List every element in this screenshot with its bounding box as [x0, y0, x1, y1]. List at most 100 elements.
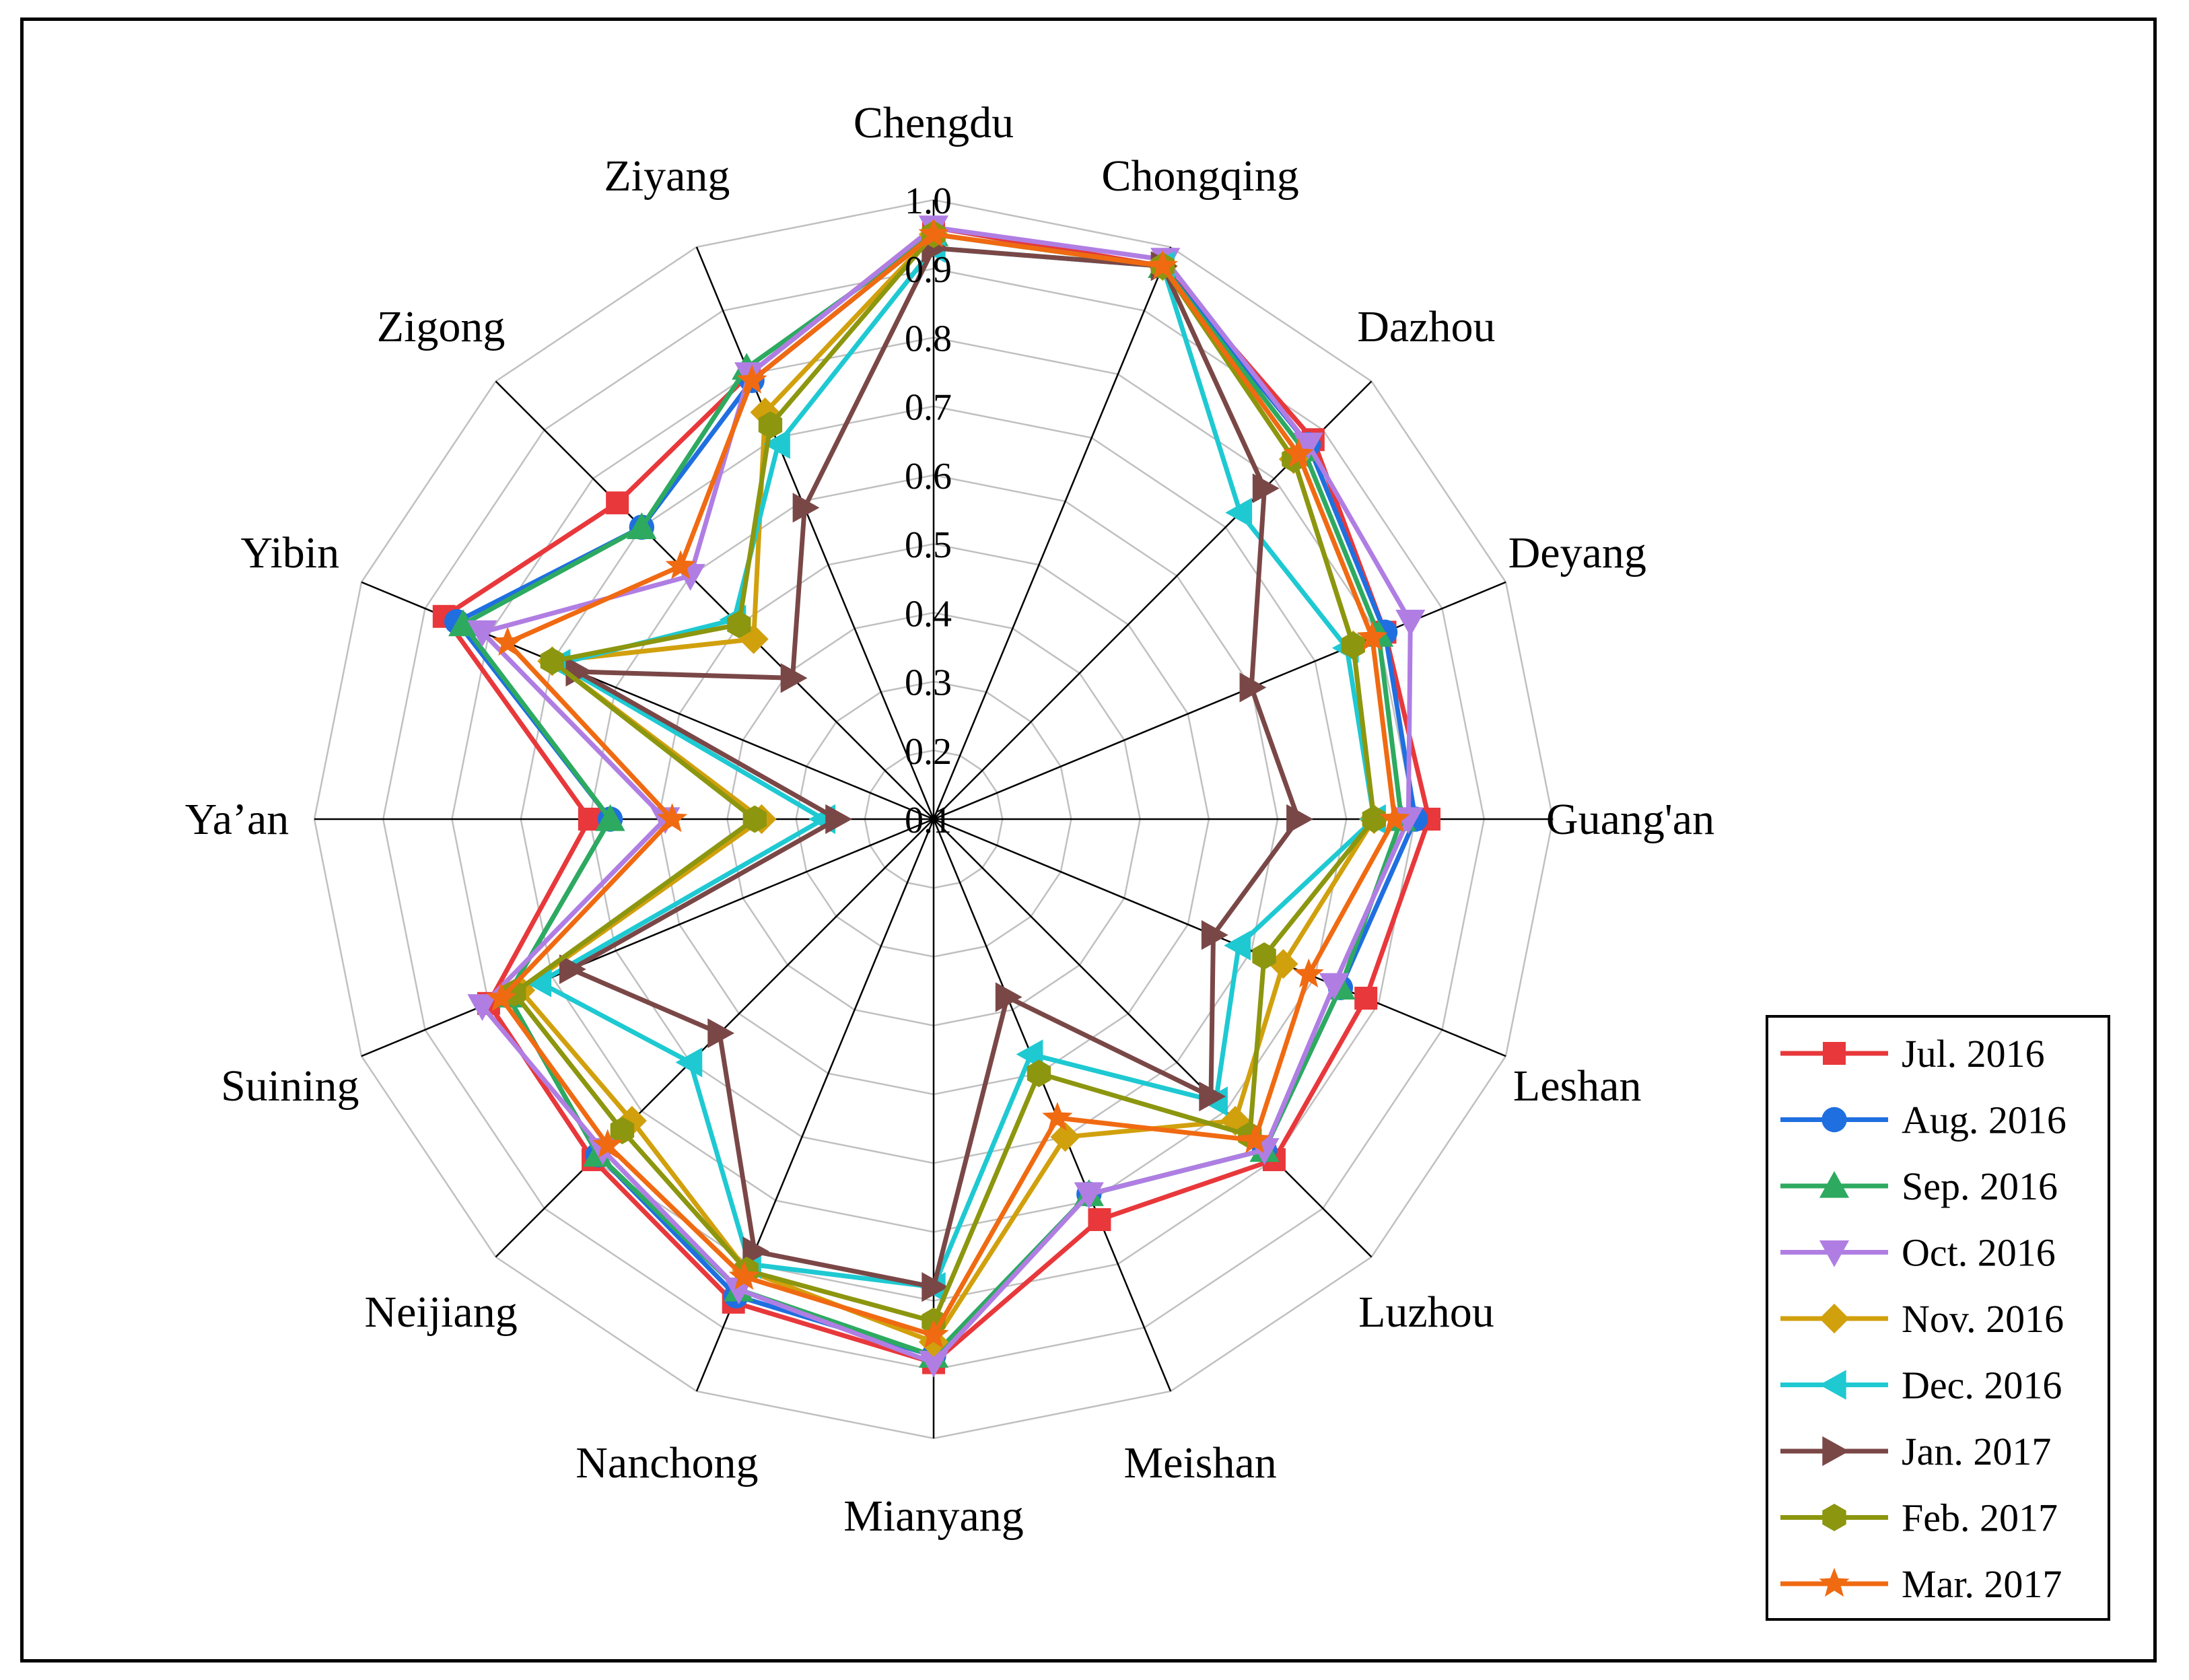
- radar-axes: [314, 200, 1553, 1438]
- legend-marker-nov-2016: [1819, 1303, 1850, 1334]
- legend: Jul. 2016 Aug. 2016 Sep. 2016 Oct. 2016 Nov.…: [1766, 1015, 2110, 1621]
- point-sep-2016-yibin: [448, 609, 479, 637]
- legend-marker-jul-2016: [1823, 1042, 1846, 1065]
- point-oct-2016-dazhou: [1293, 432, 1323, 460]
- axis-spoke-ziyang: [695, 246, 935, 820]
- point-jan-2017-ziyang: [792, 493, 820, 523]
- point-dec-2016-dazhou: [1225, 497, 1253, 528]
- point-jan-2017-neijiang: [707, 1018, 735, 1049]
- point-oct-2016-suining: [467, 994, 497, 1021]
- point-feb-2017-yibin: [540, 647, 564, 675]
- point-mar-2017-zigong: [665, 550, 696, 580]
- point-jan-2017-mianyang: [922, 1272, 949, 1302]
- tick-label: 1.0: [905, 180, 952, 222]
- point-feb-2017-meishan: [1027, 1059, 1051, 1088]
- legend-marker-oct-2016: [1819, 1240, 1850, 1267]
- tick-label: 0.5: [905, 524, 952, 566]
- point-oct-2016-yibin: [467, 620, 497, 648]
- point-feb-2017-ziyang: [758, 411, 783, 439]
- point-feb-2017-neijiang: [610, 1117, 635, 1144]
- legend-item-mar-2017: Mar. 2017: [1780, 1562, 2062, 1606]
- point-mar-2017-yibin: [492, 627, 523, 656]
- point-jan-2017-guang-an: [1286, 804, 1313, 835]
- legend-marker-sep-2016: [1819, 1170, 1850, 1198]
- point-feb-2017-ya-an: [742, 805, 767, 833]
- legend-item-jul-2016: Jul. 2016: [1780, 1032, 2045, 1076]
- point-oct-2016-meishan: [1074, 1182, 1104, 1210]
- point-jan-2017-zigong: [780, 663, 808, 693]
- axis-spoke-suining: [361, 818, 934, 1057]
- point-nov-2016-meishan: [1050, 1122, 1080, 1152]
- point-jan-2017-suining: [559, 954, 586, 985]
- legend-item-feb-2017: Feb. 2017: [1780, 1496, 2058, 1540]
- category-label-deyang: Deyang: [1508, 528, 1646, 578]
- category-label-dazhou: Dazhou: [1357, 302, 1495, 351]
- tick-label: 0.4: [905, 593, 952, 635]
- point-jan-2017-dazhou: [1252, 473, 1280, 503]
- point-jan-2017-meishan: [995, 982, 1022, 1012]
- point-oct-2016-leshan: [1319, 973, 1350, 1000]
- point-feb-2017-leshan: [1252, 942, 1276, 970]
- legend-marker-dec-2016: [1819, 1370, 1846, 1400]
- point-mar-2017-deyang: [1357, 621, 1388, 651]
- point-jul-2016-zigong: [606, 491, 629, 515]
- point-feb-2017-zigong: [727, 610, 751, 639]
- category-label-meishan: Meishan: [1123, 1438, 1276, 1488]
- point-mar-2017-chongqing: [1147, 250, 1178, 279]
- point-dec-2016-ziyang: [763, 429, 790, 459]
- legend-item-sep-2016: Sep. 2016: [1780, 1164, 2058, 1208]
- radar-series: [432, 215, 1440, 1378]
- legend-label: Mar. 2017: [1902, 1562, 2062, 1606]
- point-mar-2017-ya-an: [656, 803, 688, 833]
- series-mar-2017: [486, 218, 1410, 1348]
- legend-item-oct-2016: Oct. 2016: [1780, 1231, 2056, 1275]
- axis-spoke-meishan: [932, 818, 1172, 1392]
- point-dec-2016-suining: [524, 967, 552, 998]
- category-labels: Chengdu Chongqing Dazhou Deyang Guang'an Lesh…: [185, 98, 1714, 1541]
- point-jul-2016-meishan: [1088, 1208, 1111, 1231]
- point-sep-2016-ya-an: [595, 804, 625, 831]
- point-mar-2017-leshan: [1293, 958, 1324, 988]
- tick-label: 0.7: [905, 387, 952, 429]
- point-mar-2017-chengdu: [918, 218, 949, 248]
- category-label-guang-an: Guang'an: [1546, 795, 1714, 844]
- tick-label: 0.1: [905, 800, 952, 841]
- point-dec-2016-leshan: [1224, 930, 1251, 960]
- legend-item-aug-2016: Aug. 2016: [1780, 1098, 2066, 1142]
- legend-label: Jul. 2016: [1902, 1032, 2045, 1076]
- axis-spoke-chongqing: [932, 246, 1172, 820]
- point-mar-2017-ziyang: [736, 364, 767, 394]
- point-feb-2017-guang-an: [1362, 805, 1386, 833]
- axis-spoke-zigong: [495, 380, 934, 820]
- point-jan-2017-leshan: [1201, 920, 1228, 950]
- category-label-yibin: Yibin: [240, 528, 339, 578]
- category-label-ziyang: Ziyang: [604, 151, 730, 201]
- point-oct-2016-deyang: [1395, 609, 1426, 637]
- category-label-neijiang: Neijiang: [364, 1288, 517, 1337]
- category-label-zigong: Zigong: [377, 302, 506, 351]
- point-jan-2017-luzhou: [1199, 1081, 1226, 1112]
- category-label-ya-an: Ya’an: [185, 795, 289, 844]
- legend-item-dec-2016: Dec. 2016: [1780, 1364, 2062, 1407]
- point-mar-2017-guang-an: [1379, 803, 1410, 833]
- legend-label: Nov. 2016: [1902, 1297, 2064, 1341]
- legend-marker-aug-2016: [1821, 1107, 1847, 1133]
- legend-marker-feb-2017: [1822, 1504, 1846, 1531]
- radial-tick-labels: 0.1 0.2 0.3 0.4 0.5 0.6 0.7 0.8 0.9 1.0: [905, 180, 952, 841]
- point-mar-2017-neijiang: [592, 1129, 623, 1158]
- axis-spoke-luzhou: [933, 818, 1373, 1258]
- tick-label: 0.3: [905, 662, 952, 704]
- legend-item-jan-2017: Jan. 2017: [1780, 1430, 2051, 1473]
- point-oct-2016-mianyang: [918, 1350, 949, 1378]
- tick-label: 0.2: [905, 731, 952, 773]
- point-mar-2017-suining: [486, 982, 517, 1012]
- point-mar-2017-mianyang: [918, 1319, 949, 1348]
- tick-label: 0.8: [905, 318, 952, 359]
- point-mar-2017-dazhou: [1283, 438, 1314, 468]
- point-jan-2017-ya-an: [825, 804, 852, 835]
- legend-label: Oct. 2016: [1902, 1231, 2056, 1275]
- tick-label: 0.9: [905, 249, 952, 291]
- legend-label: Feb. 2017: [1902, 1496, 2058, 1540]
- point-jan-2017-deyang: [1239, 672, 1267, 703]
- point-dec-2016-neijiang: [675, 1047, 703, 1078]
